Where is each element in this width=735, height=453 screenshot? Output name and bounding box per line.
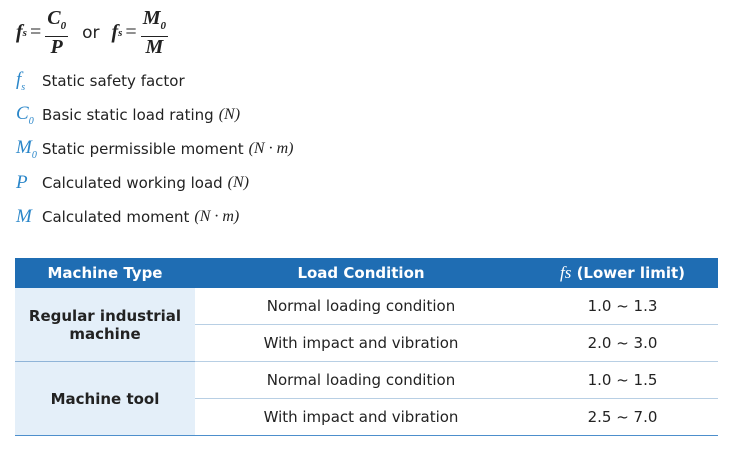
fs: fs xyxy=(559,263,572,282)
symbol-sub: 0 xyxy=(28,115,34,127)
fraction: M0 M xyxy=(140,7,168,58)
header: Machine Type xyxy=(15,258,195,288)
denominator: M xyxy=(145,36,164,58)
fs: 2.5 ~ 7.0 xyxy=(527,398,718,436)
unit: (N · m) xyxy=(194,208,240,225)
description: Static safety factor xyxy=(42,72,185,90)
equals: = xyxy=(29,21,42,43)
sub: 0 xyxy=(160,20,167,32)
symbol-sub: 0 xyxy=(31,149,37,161)
table: Machine Type Load Condition fs (Lower li… xyxy=(15,258,718,436)
f: f xyxy=(16,21,23,43)
description: Calculated working load xyxy=(42,174,223,192)
machine: Regular industrial machine xyxy=(15,288,195,362)
fraction: C0 P xyxy=(45,7,69,58)
symbol: fs xyxy=(16,69,42,93)
row: Machine tool Normal loading condition 1.… xyxy=(15,361,718,436)
definition: P Calculated working load (N) xyxy=(16,166,293,200)
symbol: C0 xyxy=(16,103,42,127)
definition: C0 Basic static load rating (N) xyxy=(16,98,293,132)
m: M xyxy=(142,7,161,29)
sub: s xyxy=(118,26,123,39)
symbol: M xyxy=(16,206,42,228)
symbol-letter: M xyxy=(16,137,32,159)
symbol: P xyxy=(16,172,42,194)
header-row: Machine Type Load Condition fs (Lower li… xyxy=(15,258,718,288)
load: Normal loading condition xyxy=(195,288,527,325)
row: With impact and vibration 2.0 ~ 3.0 xyxy=(15,324,718,362)
description: Basic static load rating xyxy=(42,106,214,124)
symbol-letter: C xyxy=(16,103,29,125)
equals: = xyxy=(125,21,137,43)
fs: 1.0 ~ 1.5 xyxy=(527,361,718,399)
definition: M0 Static permissible moment (N · m) xyxy=(16,132,293,166)
sub: 0 xyxy=(60,20,67,32)
row: With impact and vibration 2.5 ~ 7.0 xyxy=(15,398,718,436)
definition: M Calculated moment (N · m) xyxy=(16,200,293,234)
symbol-sub: s xyxy=(21,81,26,93)
load: With impact and vibration xyxy=(195,324,527,362)
symbol-letter: M xyxy=(16,206,32,227)
unit: (N) xyxy=(218,106,241,123)
header-text: (Lower limit) xyxy=(576,264,686,282)
description: Static permissible moment xyxy=(42,140,244,158)
or: or xyxy=(82,22,100,43)
fs: 1.0 ~ 1.3 xyxy=(527,288,718,325)
symbol-letter: f xyxy=(16,69,22,91)
fs: 2.0 ~ 3.0 xyxy=(527,324,718,362)
definition: fs Static safety factor xyxy=(16,64,293,98)
numerator: M0 xyxy=(140,7,168,37)
c: C xyxy=(47,7,61,29)
symbol: M0 xyxy=(16,137,42,161)
row: Regular industrial machine Normal loadin… xyxy=(15,288,718,362)
description: Calculated moment xyxy=(42,208,190,226)
definitions: fs Static safety factor C0 Basic static loa… xyxy=(16,64,293,234)
sub: s xyxy=(22,26,27,39)
numerator: C0 xyxy=(45,7,69,37)
denominator: P xyxy=(50,36,63,58)
header: fs (Lower limit) xyxy=(527,258,718,288)
machine: Machine tool xyxy=(15,361,195,436)
unit: (N) xyxy=(227,174,249,191)
f: f xyxy=(111,21,119,43)
header: Load Condition xyxy=(195,258,527,288)
unit: (N · m) xyxy=(248,140,294,157)
load: With impact and vibration xyxy=(195,398,527,436)
symbol-letter: P xyxy=(16,172,28,193)
load: Normal loading condition xyxy=(195,361,527,399)
